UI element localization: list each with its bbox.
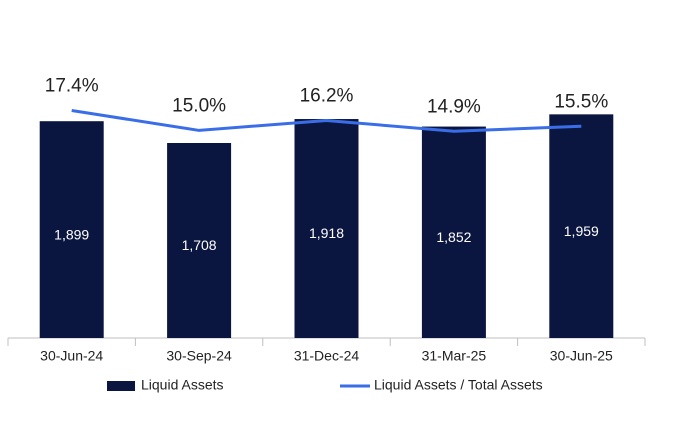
x-tick-label: 30-Jun-25: [550, 348, 613, 364]
bar: [39, 121, 104, 338]
bar: [421, 126, 486, 339]
x-tick-label: 30-Jun-24: [40, 348, 103, 364]
legend-label: Liquid Assets: [141, 377, 224, 393]
line: [71, 109, 582, 133]
bar-value-label: 1,918: [309, 225, 344, 241]
line-value-label: 16.2%: [300, 85, 354, 106]
line-value-label: 15.0%: [172, 95, 226, 116]
bar: [294, 119, 359, 338]
bar: [549, 114, 614, 338]
bar-value-label: 1,708: [182, 237, 217, 253]
x-tick-label: 30-Sep-24: [166, 348, 232, 364]
bar-value-label: 1,959: [564, 223, 599, 239]
line-value-label: 17.4%: [45, 76, 99, 97]
legend-swatch: [107, 381, 135, 391]
bar-value-label: 1,852: [436, 229, 471, 245]
x-tick-label: 31-Dec-24: [294, 348, 360, 364]
legend-label: Liquid Assets / Total Assets: [374, 377, 543, 393]
x-tick-label: 31-Mar-25: [422, 348, 487, 364]
bar-value-label: 1,899: [54, 226, 89, 242]
line-value-label: 14.9%: [427, 96, 481, 117]
line-value-label: 15.5%: [554, 91, 608, 112]
bar: [167, 143, 232, 338]
